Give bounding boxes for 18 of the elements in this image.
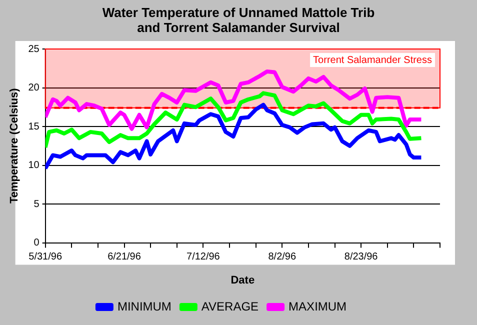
x-tick-label: 5/31/96 (28, 252, 62, 263)
x-tick-label: 6/21/96 (108, 252, 142, 263)
y-tick-label: 15 (28, 121, 40, 132)
x-axis-title: Date (230, 274, 255, 286)
y-tick-label: 5 (34, 198, 40, 210)
x-tick-label: 8/2/96 (268, 252, 296, 263)
band-label: Torrent Salamander Stress (313, 54, 432, 66)
legend-label: MAXIMUM (288, 299, 347, 314)
legend-label: AVERAGE (201, 299, 259, 314)
legend-label: MINIMUM (117, 299, 172, 314)
y-axis-title: Temperature (Celsius) (8, 88, 21, 204)
y-tick-label: 10 (28, 160, 40, 172)
x-tick-label: 7/12/96 (186, 252, 220, 263)
chart-title: Water Temperature of Unnamed Mattole Trib and Torrent Salamander Survival (101, 5, 376, 35)
y-tick-label: 25 (28, 44, 40, 55)
x-tick-label: 8/23/96 (344, 252, 378, 263)
y-tick-label: 20 (28, 82, 40, 94)
y-tick-label: 0 (34, 238, 40, 249)
